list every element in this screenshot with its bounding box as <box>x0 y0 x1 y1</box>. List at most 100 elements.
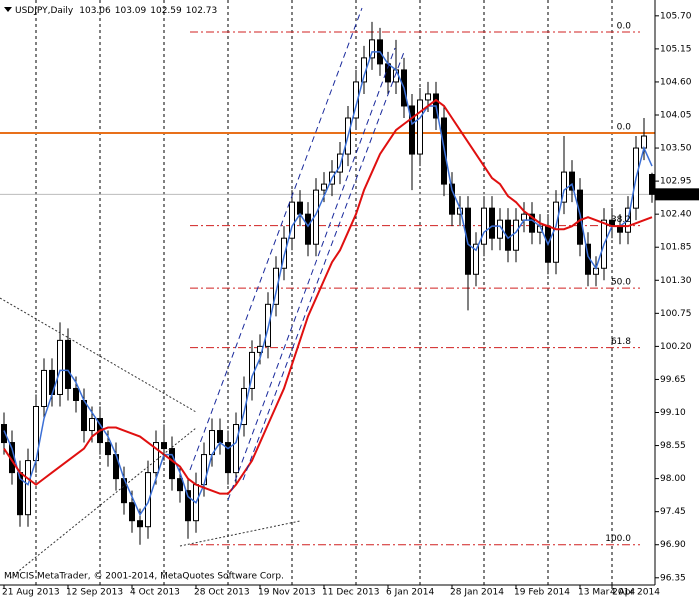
candle-body <box>481 207 487 245</box>
x-tick-label: 12 Sep 2013 <box>66 588 123 598</box>
candle-body <box>129 502 135 522</box>
candle-body <box>153 442 159 474</box>
candle-body <box>105 442 111 456</box>
x-tick-label: 4 Apr 2014 <box>610 588 660 598</box>
x-tick-label: 6 Jan 2014 <box>386 588 434 598</box>
channel-line <box>227 47 396 501</box>
high: 103.09 <box>115 6 147 16</box>
menu-icon <box>4 7 12 12</box>
channel-line <box>189 7 363 471</box>
candle-body <box>273 267 279 305</box>
triangle-line <box>0 297 197 413</box>
y-tick-label: 96.90 <box>660 540 686 550</box>
candle-body <box>337 153 343 173</box>
candle-body <box>73 387 79 401</box>
candle-body <box>521 213 527 221</box>
candle-body <box>553 201 559 263</box>
fib-label: 0.0 <box>617 22 632 32</box>
price-box <box>655 188 699 201</box>
y-tick-label: 105.15 <box>660 44 692 54</box>
candle-body <box>57 339 63 395</box>
y-tick-label: 105.70 <box>660 11 692 21</box>
x-tick-label: 19 Nov 2013 <box>258 588 316 598</box>
candle-body <box>161 442 167 450</box>
candle-body <box>321 183 327 191</box>
footer: MMCIS MetaTrader, © 2001-2014, MetaQuote… <box>4 572 284 582</box>
channel-line <box>242 51 405 481</box>
candle-body <box>177 478 183 492</box>
price-box-label: 102.73 <box>660 190 692 200</box>
y-tick-label: 103.50 <box>660 144 692 154</box>
low: 102.59 <box>150 6 182 16</box>
fib-label: 38.2 <box>611 215 631 225</box>
candle-body <box>473 243 479 275</box>
close: 102.73 <box>186 6 218 16</box>
candle-body <box>529 213 535 233</box>
candle-body <box>25 460 31 516</box>
candle-body <box>289 201 295 239</box>
candle-body <box>649 173 655 195</box>
y-tick-label: 98.00 <box>660 474 686 484</box>
symbol: USDJPY,Daily <box>15 6 74 16</box>
x-tick-label: 4 Oct 2013 <box>130 588 180 598</box>
candle-body <box>1 424 7 444</box>
x-tick-label: 28 Oct 2013 <box>194 588 250 598</box>
candle-body <box>81 399 87 432</box>
y-tick-label: 100.20 <box>660 342 692 352</box>
candle-body <box>353 81 359 119</box>
x-tick-label: 28 Jan 2014 <box>450 588 504 598</box>
y-tick-label: 99.65 <box>660 375 686 385</box>
fib-label: 61.8 <box>611 337 631 347</box>
y-tick-label: 100.75 <box>660 309 692 319</box>
candle-body <box>513 219 519 251</box>
candle-body <box>145 472 151 528</box>
x-tick-label: 11 Dec 2013 <box>322 588 380 598</box>
candle-body <box>137 520 143 528</box>
candle-body <box>233 424 239 474</box>
y-tick-label: 102.40 <box>660 210 692 220</box>
ma-line <box>3 51 653 517</box>
candle-body <box>225 442 231 474</box>
candle-body <box>89 418 95 432</box>
x-tick-label: 13 Mar 2014 <box>578 588 635 598</box>
candle-body <box>217 430 223 444</box>
x-tick-label: 19 Feb 2014 <box>514 588 570 598</box>
y-tick-label: 104.05 <box>660 110 692 120</box>
y-tick-label: 102.95 <box>660 177 692 187</box>
y-tick-label: 101.85 <box>660 243 692 253</box>
candle-body <box>241 387 247 426</box>
candle-body <box>417 99 423 155</box>
candle-body <box>449 183 455 215</box>
candle-body <box>169 448 175 480</box>
header: USDJPY,Daily 103.06 103.09 102.59 102.73 <box>15 6 217 16</box>
candle-body <box>41 369 47 407</box>
candle-body <box>297 201 303 215</box>
candle-body <box>409 105 415 155</box>
y-tick-label: 97.45 <box>660 507 686 517</box>
plot <box>0 0 655 585</box>
candle-body <box>305 213 311 245</box>
y-tick-label: 99.10 <box>660 408 686 418</box>
y-tick-label: 101.30 <box>660 276 692 286</box>
candle-body <box>369 39 375 59</box>
x-tick-label: 21 Aug 2013 <box>2 588 60 598</box>
triangle-line <box>179 520 301 547</box>
candle-body <box>65 339 71 389</box>
fib-label: 50.0 <box>611 278 631 288</box>
candle-body <box>281 237 287 269</box>
y-tick-label: 104.60 <box>660 77 692 87</box>
open: 103.06 <box>79 6 111 16</box>
candle-body <box>489 207 495 239</box>
y-tick-label: 98.55 <box>660 441 686 451</box>
fib-label: 100.0 <box>605 534 631 544</box>
ma-line <box>3 98 653 495</box>
fib-label: 0.0 <box>617 123 632 133</box>
candle-body <box>569 171 575 191</box>
y-tick-label: 96.35 <box>660 573 686 583</box>
candle-body <box>425 93 431 101</box>
trend-lines <box>0 7 405 579</box>
candle-body <box>185 490 191 522</box>
